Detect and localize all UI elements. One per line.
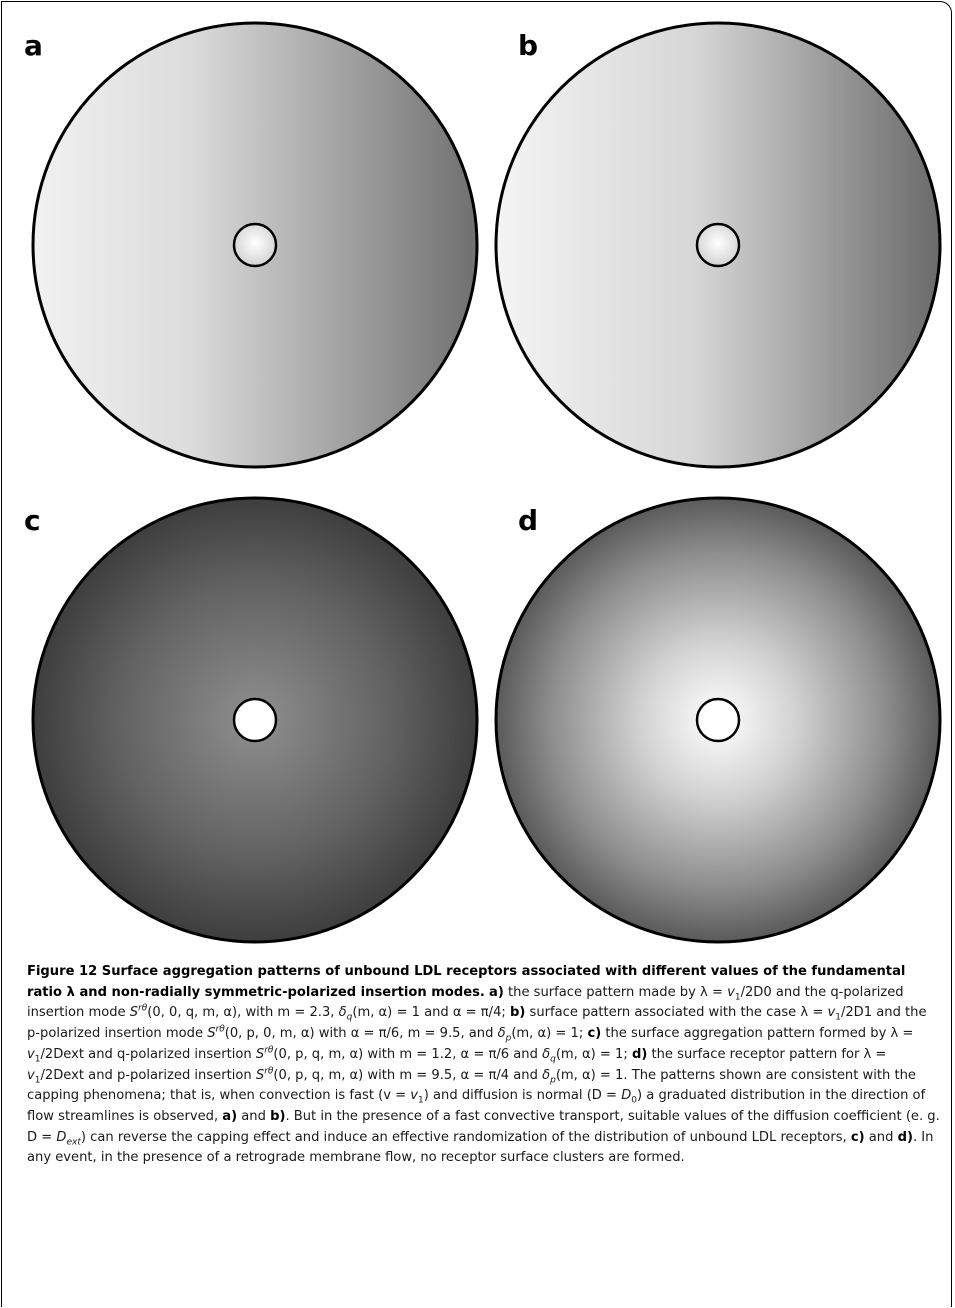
panel-d: d — [494, 496, 942, 944]
panel-b-center-hole — [695, 222, 741, 268]
panel-a-center-hole — [232, 222, 278, 268]
panel-a: a — [24, 21, 479, 469]
figure-panels: a b c d — [24, 21, 942, 944]
panel-c-label: c — [24, 504, 41, 537]
caption-title: Figure 12 Surface aggregation patterns o… — [27, 964, 906, 1000]
panel-c-center-hole — [232, 697, 278, 743]
panel-d-label: d — [518, 504, 538, 537]
panel-b: b — [494, 21, 942, 469]
figure-caption: Figure 12 Surface aggregation patterns o… — [27, 962, 942, 1169]
caption-body: a) the surface pattern made by λ = v1/2D… — [27, 984, 940, 1166]
panel-a-label: a — [24, 29, 43, 62]
panel-b-label: b — [518, 29, 538, 62]
panel-c: c — [24, 496, 479, 944]
panel-d-center-hole — [695, 697, 741, 743]
